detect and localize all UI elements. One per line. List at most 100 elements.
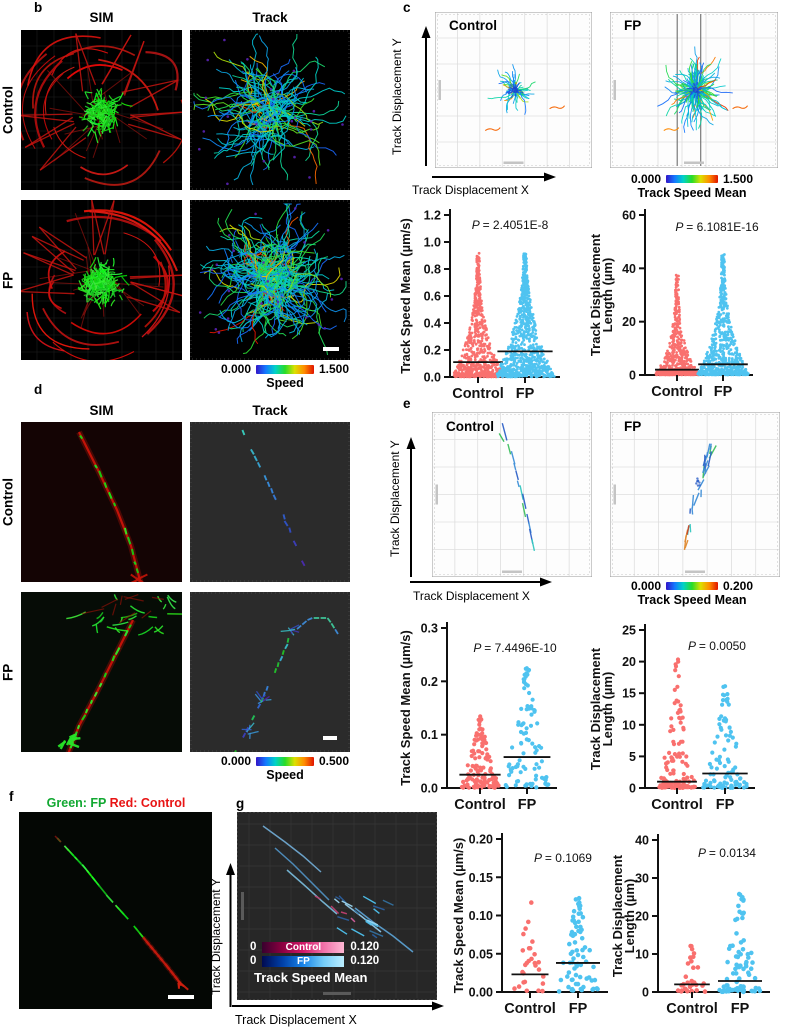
svg-text:P = 0.0050: P = 0.0050 — [688, 639, 746, 653]
svg-text:0.3: 0.3 — [421, 622, 438, 636]
svg-text:Track Displacement: Track Displacement — [610, 854, 625, 977]
c-plot-control-title: Control — [449, 18, 497, 33]
svg-text:Control: Control — [651, 797, 703, 813]
e-track-plot-control — [432, 412, 592, 577]
chart-g-track-displacement-length: 0 10 20 30 40 Control FP P = 0.0134 Track Displa… — [610, 810, 796, 1035]
svg-text:40: 40 — [635, 834, 649, 848]
panel-d-header-sim: SIM — [89, 403, 114, 418]
panel-b-colorbar-max: 1.500 — [319, 362, 350, 376]
svg-text:0.1: 0.1 — [421, 728, 438, 742]
e-plot-control-title: Control — [446, 419, 494, 434]
e-y-axis-arrow-icon — [406, 437, 416, 577]
c-track-plot-fp — [610, 12, 778, 168]
f-merged-filament-image — [19, 812, 212, 1009]
svg-text:Control: Control — [504, 1001, 556, 1017]
g-colorbar-title: Track Speed Mean — [254, 970, 368, 985]
panel-d-row-control: Control — [0, 478, 16, 526]
chart-c-track-speed-mean: 0.0 0.2 0.4 0.6 0.8 1.0 1.2 Control FP P = 2.4051… — [398, 195, 595, 402]
panel-c-colorbar: 0.000 1.500 — [612, 172, 772, 186]
svg-text:P = 6.1081E-16: P = 6.1081E-16 — [675, 220, 759, 234]
svg-text:20: 20 — [635, 910, 649, 924]
panel-e-label: e — [403, 396, 411, 411]
svg-text:Length (µm): Length (µm) — [600, 258, 615, 333]
panel-e-y-axis-title: Track Displacement Y — [388, 440, 402, 558]
e-x-axis-arrow-icon — [410, 577, 552, 587]
panel-f-title-green: Green: FP — [46, 796, 107, 810]
g-colorbar-fp-row: 0 FP 0.120 — [250, 955, 379, 967]
panel-b-row-fp: FP — [0, 271, 16, 289]
chart-e-track-displacement-length: 0 5 10 15 20 25 Control FP P = 0.0050 Track Displ… — [588, 610, 796, 813]
panel-c-colorbar-title: Track Speed Mean — [637, 186, 747, 200]
g-colorbar-control-min: 0 — [250, 941, 257, 953]
panel-f-title-red: Red: Control — [109, 796, 186, 810]
svg-text:FP: FP — [516, 386, 535, 402]
svg-text:0.8: 0.8 — [424, 263, 441, 277]
panel-g-label: g — [236, 796, 245, 811]
svg-text:FP: FP — [716, 797, 735, 813]
svg-text:Track Displacement: Track Displacement — [588, 233, 603, 356]
e-track-plot-fp — [610, 412, 780, 577]
c-plot-fp-title: FP — [624, 18, 642, 33]
panel-e-colorbar-title: Track Speed Mean — [637, 593, 747, 607]
svg-text:5: 5 — [629, 750, 636, 764]
svg-text:0: 0 — [629, 782, 636, 796]
panel-d-colorbar-min: 0.000 — [220, 754, 251, 768]
panel-b-colorbar-min: 0.000 — [220, 362, 251, 376]
svg-text:0.10: 0.10 — [469, 909, 493, 923]
svg-text:15: 15 — [622, 687, 636, 701]
panel-e-colorbar-max: 0.200 — [723, 579, 754, 593]
svg-text:Track Displacement: Track Displacement — [588, 647, 603, 770]
b-track-control-image — [190, 30, 350, 190]
svg-text:20: 20 — [622, 655, 636, 669]
g-colorbar-control-row: 0 Control 0.120 — [250, 941, 379, 953]
g-colorbar-fp-label: FP — [297, 955, 310, 967]
g-colorbar-fp-max: 0.120 — [350, 955, 380, 967]
svg-text:Control: Control — [666, 1001, 718, 1017]
svg-text:40: 40 — [622, 262, 636, 276]
svg-text:FP: FP — [714, 384, 733, 400]
g-colorbar-fp-min: 0 — [250, 955, 257, 967]
svg-text:0.05: 0.05 — [469, 947, 493, 961]
svg-text:Track Speed Mean (µm/s): Track Speed Mean (µm/s) — [398, 218, 413, 374]
g-y-axis-arrow-icon — [226, 863, 235, 1007]
panel-e-colorbar-min: 0.000 — [630, 579, 661, 593]
panel-c-y-axis-title: Track Displacement Y — [390, 38, 404, 156]
panel-d-row-fp: FP — [0, 663, 16, 681]
b-sim-fp-image — [21, 200, 182, 360]
svg-text:P = 0.1069: P = 0.1069 — [534, 851, 592, 865]
svg-text:10: 10 — [622, 718, 636, 732]
b-sim-control-image — [21, 30, 182, 190]
svg-text:0.2: 0.2 — [421, 675, 438, 689]
panel-b-colorbar: 0.000 1.500 — [205, 362, 365, 376]
panel-c-colorbar-max: 1.500 — [723, 172, 754, 186]
svg-text:10: 10 — [635, 948, 649, 962]
svg-text:FP: FP — [731, 1001, 750, 1017]
svg-text:0.4: 0.4 — [424, 317, 441, 331]
panel-b-header-track: Track — [252, 10, 288, 25]
panel-g-y-axis-title: Track Displacement Y — [209, 878, 223, 996]
c-x-axis-arrow-icon — [432, 172, 556, 182]
svg-text:0.0: 0.0 — [424, 371, 441, 385]
svg-text:1.2: 1.2 — [424, 209, 441, 223]
panel-f-label: f — [9, 789, 14, 804]
svg-text:FP: FP — [518, 797, 537, 813]
svg-text:20: 20 — [622, 315, 636, 329]
panel-c-x-axis-title: Track Displacement X — [412, 183, 529, 197]
svg-text:0.6: 0.6 — [424, 290, 441, 304]
panel-d-header-track: Track — [252, 403, 288, 418]
panel-d-label: d — [34, 382, 43, 397]
d-track-control-image — [190, 422, 350, 582]
panel-g-x-axis-title: Track Displacement X — [235, 1013, 357, 1027]
d-sim-fp-image — [21, 592, 182, 752]
svg-text:FP: FP — [569, 1001, 588, 1017]
d-track-fp-image — [190, 592, 350, 752]
panel-b-label: b — [34, 0, 43, 15]
svg-text:0.15: 0.15 — [469, 871, 493, 885]
track-speed-colorbar-gradient — [666, 175, 718, 183]
svg-text:Length (µm): Length (µm) — [622, 879, 637, 954]
svg-text:60: 60 — [622, 209, 636, 223]
svg-text:0.20: 0.20 — [469, 833, 493, 847]
speed-colorbar-gradient-d — [256, 756, 314, 766]
g-colorbar-control-gradient: Control — [262, 941, 345, 953]
